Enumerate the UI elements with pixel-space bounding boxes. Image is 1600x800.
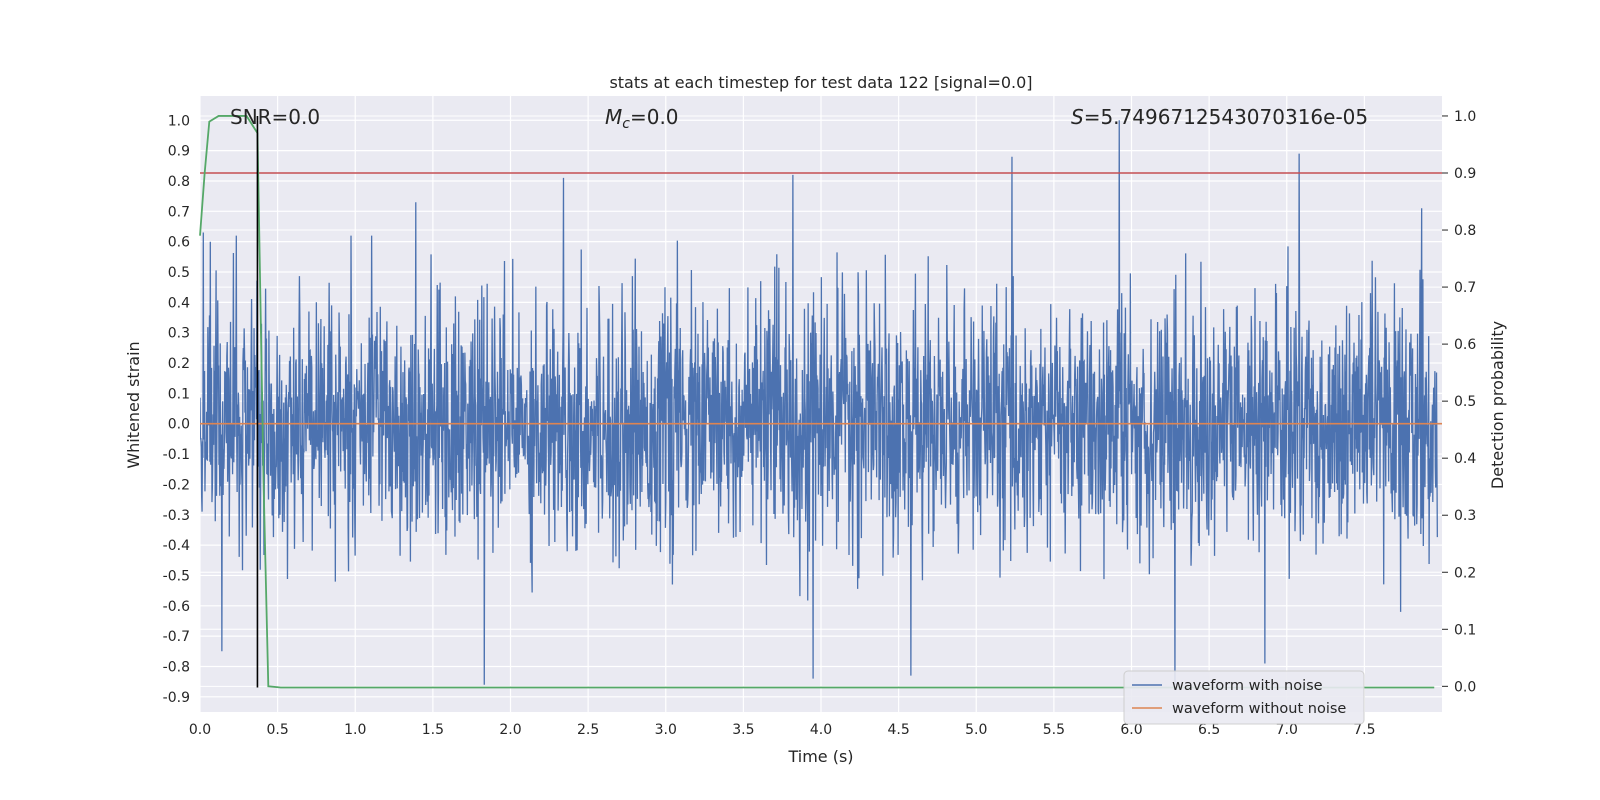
y-right-tick-label: 0.8 (1454, 223, 1476, 239)
x-tick-label: 2.0 (499, 722, 521, 738)
y-right-tick-label: 0.3 (1454, 508, 1476, 524)
y-left-tick-label: -0.9 (163, 690, 190, 706)
y-right-tick-label: 0.1 (1454, 622, 1476, 638)
x-tick-label: 0.5 (266, 722, 288, 738)
snr-annotation: SNR=0.0 (230, 105, 320, 129)
y-left-tick-label: 0.0 (168, 417, 190, 433)
y-left-tick-label: 0.5 (168, 265, 190, 281)
y-right-tick-label: 0.6 (1454, 337, 1476, 353)
y-left-tick-label: -0.3 (163, 508, 190, 524)
y-left-tick-label: 0.2 (168, 356, 190, 372)
mc-symbol: M (605, 105, 622, 129)
x-tick-label: 6.0 (1120, 722, 1142, 738)
x-ticks: 0.0 0.5 1.0 1.5 2.0 2.5 3.0 3.5 4.0 4.5 5.0 5.5 6.0 6… (189, 722, 1376, 738)
x-axis-label: Time (s) (787, 747, 853, 766)
y-right-tick-label: 0.2 (1454, 565, 1476, 581)
x-tick-label: 3.0 (655, 722, 677, 738)
x-tick-label: 1.0 (344, 722, 366, 738)
legend: waveform with noise waveform without noi… (1123, 670, 1365, 725)
y-left-tick-label: -0.8 (163, 659, 190, 675)
y-left-tick-label: 0.9 (168, 144, 190, 160)
noise-series-layer (200, 120, 1438, 685)
s-annotation: S=5.7496712543070316e-05 (1071, 105, 1368, 129)
y-right-tick-label: 0.5 (1454, 394, 1476, 410)
y-left-tick-label: -0.2 (163, 477, 190, 493)
y-left-tick-label: 0.7 (168, 204, 190, 220)
y-right-tick-label: 0.4 (1454, 451, 1476, 467)
x-tick-label: 3.5 (732, 722, 754, 738)
y-right-tick-label: 0.9 (1454, 166, 1476, 182)
y-left-tick-label: 0.1 (168, 386, 190, 402)
x-tick-label: 4.5 (887, 722, 909, 738)
mc-annotation: Mc=0.0 (605, 105, 679, 132)
legend-label-clean: waveform without noise (1172, 701, 1346, 717)
y-left-tick-label: -0.6 (163, 599, 190, 615)
y-left-tick-label: -0.1 (163, 447, 190, 463)
x-tick-label: 5.5 (1043, 722, 1065, 738)
y-left-tick-label: 0.8 (168, 174, 190, 190)
s-value: =5.7496712543070316e-05 (1084, 105, 1368, 129)
mc-subscript: c (622, 116, 630, 132)
x-tick-label: 4.0 (810, 722, 832, 738)
y-right-tick-label: 0.0 (1454, 679, 1476, 695)
y-left-tick-label: -0.7 (163, 629, 190, 645)
x-tick-label: 1.5 (422, 722, 444, 738)
mc-value: =0.0 (630, 105, 679, 129)
y-left-tick-label: 0.3 (168, 326, 190, 342)
y-ticks-right: 1.0 0.9 0.8 0.7 0.6 0.5 0.4 0.3 0.2 0.1 0.0 (1442, 109, 1476, 695)
y-right-tick-label: 0.7 (1454, 280, 1476, 296)
y-axis-right-label: Detection probability (1488, 321, 1507, 489)
x-tick-label: 5.0 (965, 722, 987, 738)
y-left-tick-label: 0.4 (168, 295, 190, 311)
y-right-tick-label: 1.0 (1454, 109, 1476, 125)
y-left-tick-label: -0.4 (163, 538, 190, 554)
x-tick-label: 7.5 (1353, 722, 1375, 738)
legend-box (1123, 670, 1365, 725)
series-waveform-with-noise (200, 120, 1438, 685)
y-left-tick-label: -0.5 (163, 568, 190, 584)
x-tick-label: 6.5 (1198, 722, 1220, 738)
series-detection-probability (199, 115, 1435, 689)
chart-title: stats at each timestep for test data 122… (609, 73, 1032, 92)
y-left-tick-label: 1.0 (168, 113, 190, 129)
x-tick-label: 2.5 (577, 722, 599, 738)
legend-label-noise: waveform with noise (1172, 678, 1323, 694)
y-ticks-left: 1.0 0.9 0.8 0.7 0.6 0.5 0.4 0.3 0.2 0.1 0.0 -0.1 -0.… (163, 113, 190, 706)
x-tick-label: 7.0 (1276, 722, 1298, 738)
x-tick-label: 0.0 (189, 722, 211, 738)
s-symbol: S (1071, 105, 1084, 129)
lines-layer (199, 115, 1442, 689)
y-left-tick-label: 0.6 (168, 235, 190, 251)
y-axis-left-label: Whitened strain (124, 341, 143, 468)
